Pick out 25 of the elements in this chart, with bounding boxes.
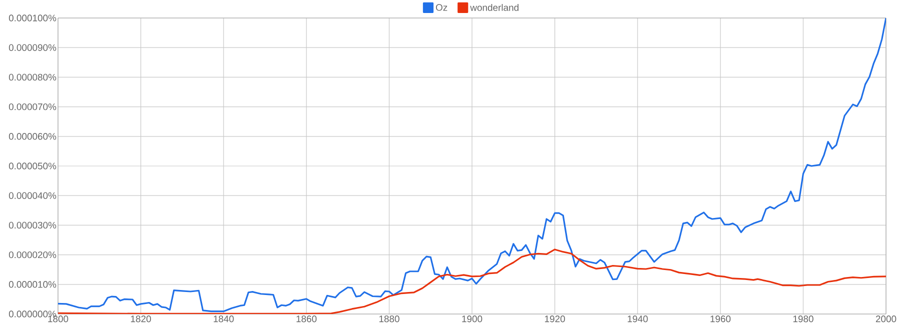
x-tick-label: 1920 [544,316,565,322]
x-tick-label: 1840 [214,316,234,322]
y-tick-label: 0.000100% [8,14,56,22]
y-tick-label: 0.000040% [8,192,56,199]
x-tick-label: 1900 [462,316,482,322]
y-tick-label: 0.000070% [8,103,56,110]
legend-label: Oz [436,4,448,11]
y-tick-label: 0.000050% [8,162,56,170]
x-tick-label: 2000 [876,316,896,322]
x-tick-label: 1980 [793,316,814,322]
y-tick-label: 0.000030% [8,222,56,229]
y-tick-label: 0.000080% [8,74,56,81]
line-series [58,18,886,312]
x-tick-label: 1820 [130,316,151,322]
y-tick-label: 0.000020% [8,251,56,258]
x-tick-label: 1940 [628,316,648,322]
y-tick-label: 0.000000% [8,310,56,318]
x-tick-label: 1880 [379,316,400,322]
x-tick-label: 1800 [48,316,68,322]
legend-label: wonderland [470,4,518,11]
y-tick-label: 0.000090% [8,44,56,51]
x-tick-label: 1960 [710,316,731,322]
y-tick-label: 0.000010% [8,281,56,288]
x-tick-label: 1860 [296,316,317,322]
y-tick-label: 0.000060% [8,133,56,140]
